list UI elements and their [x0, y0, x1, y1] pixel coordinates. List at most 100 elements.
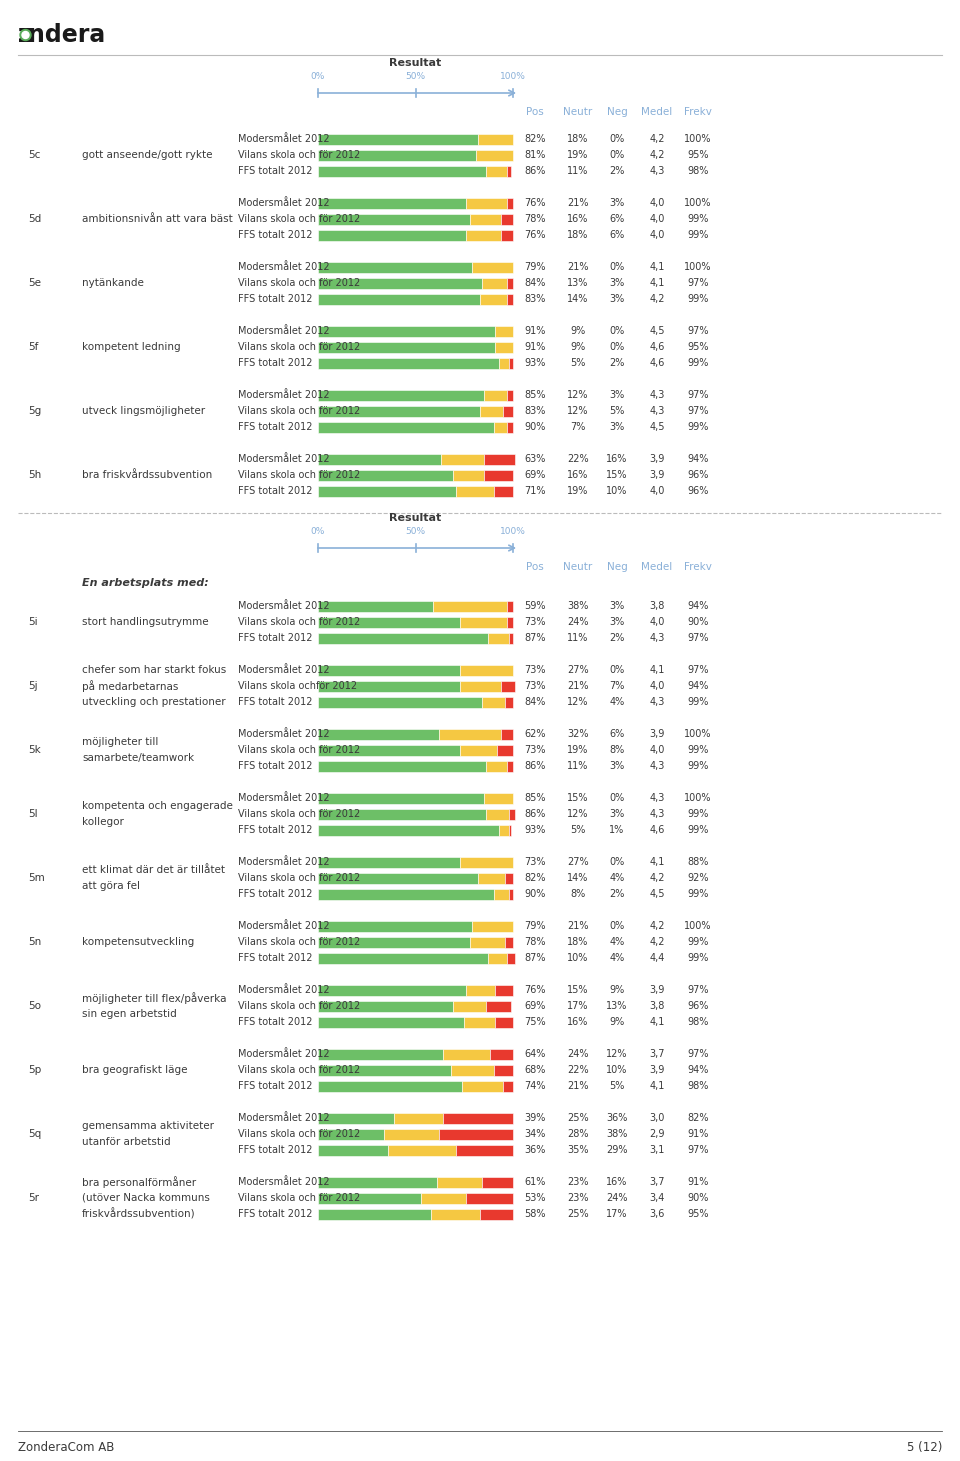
Text: 63%: 63%	[524, 454, 545, 465]
Text: 74%: 74%	[524, 1081, 545, 1091]
Text: 99%: 99%	[687, 358, 708, 368]
Text: Modersmålet 2012: Modersmålet 2012	[238, 390, 329, 400]
Bar	[482, 1176, 513, 1188]
Text: samarbete/teamwork: samarbete/teamwork	[82, 752, 194, 763]
Bar	[318, 824, 499, 836]
Bar	[431, 1208, 480, 1220]
Text: 16%: 16%	[567, 213, 588, 224]
Text: 0%: 0%	[311, 72, 325, 80]
Bar	[318, 342, 495, 352]
Text: 5h: 5h	[28, 470, 41, 481]
Text: 97%: 97%	[687, 1145, 708, 1156]
Text: 73%: 73%	[524, 681, 545, 691]
Text: kompetensutveckling: kompetensutveckling	[82, 937, 194, 947]
Text: 2%: 2%	[610, 358, 625, 368]
Text: Modersmålet 2012: Modersmålet 2012	[238, 1049, 329, 1059]
Bar	[486, 1001, 511, 1011]
Text: 5q: 5q	[28, 1129, 41, 1140]
Bar	[507, 422, 513, 432]
Text: 97%: 97%	[687, 406, 708, 416]
Text: 91%: 91%	[524, 342, 545, 352]
Text: 83%: 83%	[524, 294, 545, 304]
Text: 0%: 0%	[610, 134, 625, 145]
Text: 4%: 4%	[610, 937, 625, 947]
Text: Modersmålet 2012: Modersmålet 2012	[238, 454, 329, 465]
Text: 79%: 79%	[524, 920, 545, 931]
Text: 91%: 91%	[524, 326, 545, 336]
Text: Vilans skola och för 2012: Vilans skola och för 2012	[238, 278, 360, 288]
Text: 4,5: 4,5	[649, 888, 664, 899]
Text: Modersmålet 2012: Modersmålet 2012	[238, 199, 329, 207]
Bar	[484, 390, 507, 400]
Circle shape	[22, 32, 29, 38]
Bar	[318, 937, 470, 948]
Bar	[493, 1065, 513, 1075]
Text: 4,2: 4,2	[649, 134, 664, 145]
Text: 5%: 5%	[570, 358, 586, 368]
Text: 4,2: 4,2	[649, 294, 664, 304]
Text: 100%: 100%	[684, 729, 711, 739]
Bar	[480, 1208, 513, 1220]
Text: gott anseende/gott rykte: gott anseende/gott rykte	[82, 150, 212, 161]
Text: 96%: 96%	[687, 487, 708, 495]
Text: 61%: 61%	[524, 1178, 545, 1186]
Text: 14%: 14%	[567, 294, 588, 304]
Text: 29%: 29%	[607, 1145, 628, 1156]
Bar	[318, 485, 456, 497]
Bar	[318, 1128, 384, 1140]
Text: FFS totalt 2012: FFS totalt 2012	[238, 1081, 313, 1091]
Text: 36%: 36%	[607, 1113, 628, 1124]
Bar	[501, 229, 513, 241]
Text: 23%: 23%	[567, 1178, 588, 1186]
Text: (utöver Nacka kommuns: (utöver Nacka kommuns	[82, 1194, 210, 1202]
Bar	[507, 600, 513, 612]
Text: 59%: 59%	[524, 600, 545, 611]
Text: 5r: 5r	[28, 1194, 39, 1202]
Circle shape	[20, 29, 31, 41]
Text: 3%: 3%	[610, 617, 625, 627]
Text: 24%: 24%	[567, 617, 588, 627]
Bar	[394, 1112, 443, 1124]
Text: 4,4: 4,4	[649, 953, 664, 963]
Bar	[318, 872, 478, 884]
Text: 23%: 23%	[567, 1194, 588, 1202]
Bar	[450, 1065, 493, 1075]
Text: Modersmålet 2012: Modersmålet 2012	[238, 665, 329, 675]
Text: Vilans skola och för 2012: Vilans skola och för 2012	[238, 1065, 360, 1075]
Text: 5e: 5e	[28, 278, 41, 288]
Bar	[488, 953, 507, 963]
Text: 0%: 0%	[311, 527, 325, 536]
Text: 99%: 99%	[687, 422, 708, 432]
Text: 100%: 100%	[684, 199, 711, 207]
Text: 68%: 68%	[524, 1065, 545, 1075]
Text: 97%: 97%	[687, 390, 708, 400]
Text: 93%: 93%	[524, 825, 545, 836]
Bar	[482, 278, 507, 288]
Text: 11%: 11%	[567, 633, 588, 643]
Text: 94%: 94%	[687, 1065, 708, 1075]
Bar	[470, 937, 505, 948]
Text: 99%: 99%	[687, 697, 708, 707]
Text: FFS totalt 2012: FFS totalt 2012	[238, 633, 313, 643]
Text: 90%: 90%	[524, 888, 545, 899]
Text: 8%: 8%	[610, 745, 625, 755]
Text: 27%: 27%	[567, 858, 588, 866]
Text: gemensamma aktiviteter: gemensamma aktiviteter	[82, 1121, 214, 1131]
Text: 64%: 64%	[524, 1049, 545, 1059]
Text: Pos: Pos	[526, 562, 544, 573]
Text: 95%: 95%	[687, 342, 708, 352]
Text: 4,3: 4,3	[649, 793, 664, 804]
Text: möjligheter till: möjligheter till	[82, 736, 158, 747]
Bar	[461, 665, 513, 675]
Text: 2%: 2%	[610, 633, 625, 643]
Text: 69%: 69%	[524, 1001, 545, 1011]
Bar	[507, 165, 511, 177]
Bar	[318, 1144, 388, 1156]
Text: 3,8: 3,8	[649, 600, 664, 611]
Bar	[507, 390, 513, 400]
Text: 4,6: 4,6	[649, 825, 664, 836]
Text: 88%: 88%	[687, 858, 708, 866]
Text: FFS totalt 2012: FFS totalt 2012	[238, 888, 313, 899]
Text: 3%: 3%	[610, 422, 625, 432]
Bar	[505, 937, 513, 948]
